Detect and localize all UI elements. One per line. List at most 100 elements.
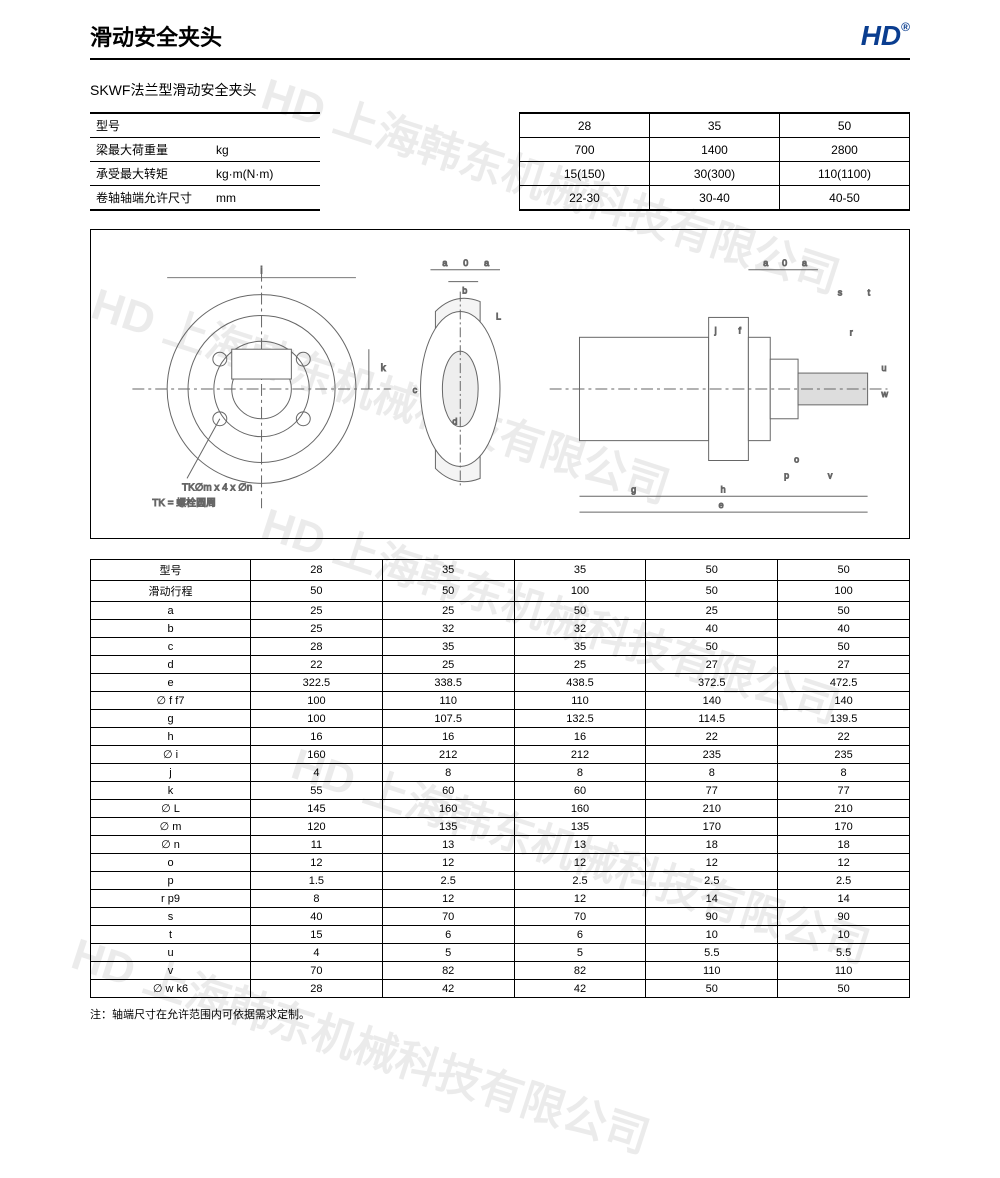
spec2-cell: 13 bbox=[514, 836, 646, 854]
spec2-cell: 16 bbox=[251, 728, 383, 746]
spec2-row-label: e bbox=[91, 674, 251, 692]
spec2-cell: 170 bbox=[778, 818, 910, 836]
spec2-cell: 60 bbox=[382, 782, 514, 800]
drawing-svg: i k TK∅m x 4 x ∅n TK = 螺栓圆周 a 0 a b bbox=[91, 230, 909, 538]
spec2-cell: 25 bbox=[514, 656, 646, 674]
spec2-row-label: g bbox=[91, 710, 251, 728]
spec2-cell: 27 bbox=[646, 656, 778, 674]
spec2-row: ∅ L145160160210210 bbox=[91, 800, 910, 818]
spec2-cell: 32 bbox=[514, 620, 646, 638]
spec2-cell: 8 bbox=[382, 764, 514, 782]
spec2-cell: 1.5 bbox=[251, 872, 383, 890]
spec2-cell: 42 bbox=[514, 980, 646, 998]
spec2-cell: 22 bbox=[251, 656, 383, 674]
spec1-value: 35 bbox=[650, 113, 780, 138]
footnote: 注：轴端尺寸在允许范围内可依据需求定制。 bbox=[90, 1006, 910, 1022]
spec2-cell: 8 bbox=[646, 764, 778, 782]
spec2-cell: 5.5 bbox=[778, 944, 910, 962]
spec2-row: j48888 bbox=[91, 764, 910, 782]
spec2-row-label: ∅ n bbox=[91, 836, 251, 854]
svg-text:h: h bbox=[721, 484, 726, 494]
spec2-cell: 4 bbox=[251, 764, 383, 782]
spec2-cell: 70 bbox=[251, 962, 383, 980]
spec2-cell: 77 bbox=[646, 782, 778, 800]
spec2-cell: 82 bbox=[514, 962, 646, 980]
spec1-row: 承受最大转矩kg·m(N·m)15(150)30(300)110(1100) bbox=[90, 162, 910, 186]
spec2-cell: 90 bbox=[778, 908, 910, 926]
spec2-cell: 4 bbox=[251, 944, 383, 962]
svg-text:t: t bbox=[868, 288, 871, 298]
spec2-row-label: 型号 bbox=[91, 560, 251, 581]
spec2-cell: 28 bbox=[251, 560, 383, 581]
spec2-row-label: ∅ i bbox=[91, 746, 251, 764]
spec2-cell: 70 bbox=[382, 908, 514, 926]
spec2-row-label: j bbox=[91, 764, 251, 782]
svg-text:b: b bbox=[462, 286, 467, 296]
spec2-row-label: a bbox=[91, 602, 251, 620]
spec2-cell: 100 bbox=[251, 692, 383, 710]
svg-text:e: e bbox=[719, 500, 724, 510]
spec2-row-label: ∅ m bbox=[91, 818, 251, 836]
spec2-cell: 50 bbox=[382, 581, 514, 602]
page-header: 滑动安全夹头 HD® bbox=[90, 20, 910, 56]
spec2-cell: 35 bbox=[382, 638, 514, 656]
spec1-value: 28 bbox=[520, 113, 650, 138]
spec2-cell: 12 bbox=[382, 854, 514, 872]
spec2-cell: 100 bbox=[514, 581, 646, 602]
svg-text:r: r bbox=[850, 327, 853, 337]
spec2-cell: 90 bbox=[646, 908, 778, 926]
spec2-cell: 8 bbox=[251, 890, 383, 908]
spec2-cell: 12 bbox=[514, 854, 646, 872]
spec2-cell: 139.5 bbox=[778, 710, 910, 728]
spec2-row: ∅ n1113131818 bbox=[91, 836, 910, 854]
spec2-cell: 114.5 bbox=[646, 710, 778, 728]
spec1-value: 110(1100) bbox=[780, 162, 910, 186]
svg-text:s: s bbox=[838, 288, 843, 298]
spec2-cell: 160 bbox=[251, 746, 383, 764]
spec2-cell: 12 bbox=[251, 854, 383, 872]
spec2-row: h1616162222 bbox=[91, 728, 910, 746]
spec2-cell: 25 bbox=[646, 602, 778, 620]
spec2-row: g100107.5132.5114.5139.5 bbox=[91, 710, 910, 728]
svg-text:o: o bbox=[794, 454, 799, 464]
spec2-cell: 28 bbox=[251, 638, 383, 656]
spec2-row-label: t bbox=[91, 926, 251, 944]
spec2-row-label: ∅ L bbox=[91, 800, 251, 818]
spec2-cell: 160 bbox=[382, 800, 514, 818]
spec2-cell: 107.5 bbox=[382, 710, 514, 728]
spec2-cell: 14 bbox=[778, 890, 910, 908]
spec2-cell: 2.5 bbox=[382, 872, 514, 890]
spec2-cell: 50 bbox=[778, 980, 910, 998]
spec2-cell: 40 bbox=[251, 908, 383, 926]
spec2-cell: 8 bbox=[514, 764, 646, 782]
spec2-cell: 40 bbox=[778, 620, 910, 638]
spec2-cell: 135 bbox=[514, 818, 646, 836]
spec2-cell: 6 bbox=[514, 926, 646, 944]
spec1-label: 梁最大荷重量 bbox=[90, 138, 210, 162]
svg-text:TK = 螺栓圆周: TK = 螺栓圆周 bbox=[152, 496, 216, 509]
spec2-row: s4070709090 bbox=[91, 908, 910, 926]
spec2-cell: 5 bbox=[514, 944, 646, 962]
spec2-cell: 2.5 bbox=[514, 872, 646, 890]
spec2-row: c2835355050 bbox=[91, 638, 910, 656]
spec1-label: 型号 bbox=[90, 113, 210, 138]
spec2-cell: 22 bbox=[646, 728, 778, 746]
spec2-cell: 25 bbox=[251, 602, 383, 620]
spec1-unit: kg·m(N·m) bbox=[210, 162, 320, 186]
spec1-value: 15(150) bbox=[520, 162, 650, 186]
spec2-row: ∅ f f7100110110140140 bbox=[91, 692, 910, 710]
spec2-cell: 13 bbox=[382, 836, 514, 854]
spec2-row-label: b bbox=[91, 620, 251, 638]
spec2-row: o1212121212 bbox=[91, 854, 910, 872]
spec2-cell: 235 bbox=[646, 746, 778, 764]
spec2-row: 型号2835355050 bbox=[91, 560, 910, 581]
spec2-row: ∅ m120135135170170 bbox=[91, 818, 910, 836]
spec-table-bottom: 型号2835355050滑动行程505010050100a2525502550b… bbox=[90, 559, 910, 998]
spec2-cell: 32 bbox=[382, 620, 514, 638]
spec2-cell: 120 bbox=[251, 818, 383, 836]
spec2-cell: 12 bbox=[778, 854, 910, 872]
spec2-cell: 110 bbox=[514, 692, 646, 710]
spec2-cell: 50 bbox=[251, 581, 383, 602]
spec2-cell: 50 bbox=[646, 638, 778, 656]
spec2-cell: 22 bbox=[778, 728, 910, 746]
